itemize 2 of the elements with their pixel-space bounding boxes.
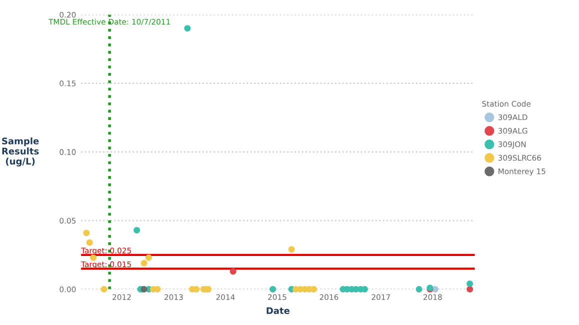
y-axis-title: Sample Results (ug/L): [2, 137, 39, 166]
x-axis-title: Date: [266, 307, 290, 314]
